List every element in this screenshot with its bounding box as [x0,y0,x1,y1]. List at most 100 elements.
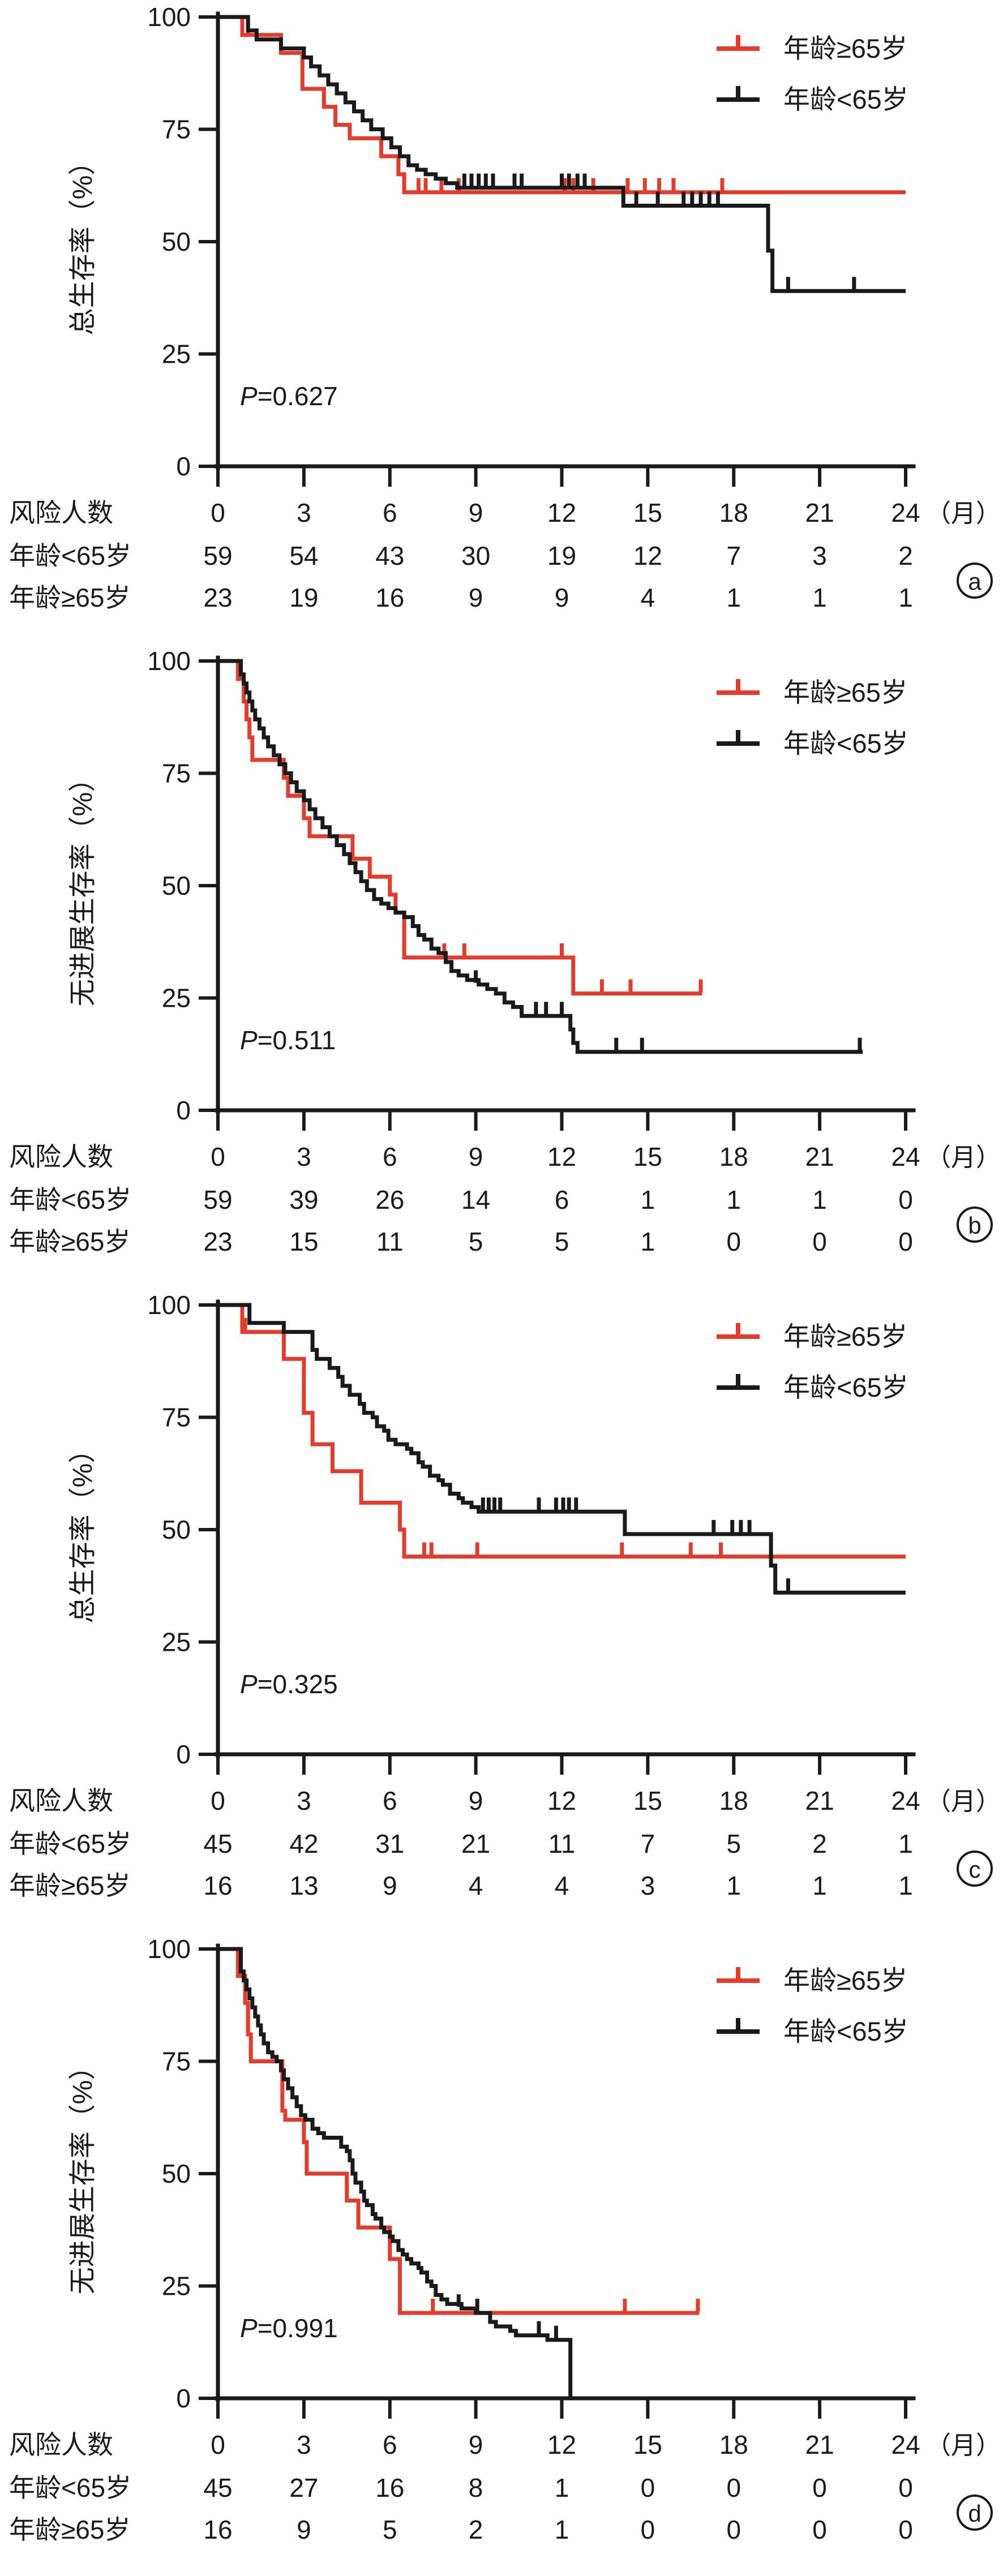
risk-count: 7 [641,1829,655,1858]
x-tick-label: 0 [211,1142,225,1171]
risk-count: 45 [203,1829,232,1858]
risk-count: 5 [727,1829,741,1858]
y-tick-label: 0 [176,1740,191,1769]
risk-count: 5 [555,1227,569,1256]
x-tick-label: 9 [469,2430,483,2459]
x-tick-label: 18 [719,2430,748,2459]
risk-row-label: 年龄≥65岁 [9,583,130,612]
y-tick-label: 100 [147,1934,191,1964]
risk-count: 4 [555,1871,569,1900]
x-tick-label: 6 [383,1142,397,1171]
panel-letter: d [968,2500,981,2527]
risk-count: 0 [812,1227,827,1256]
risk-count: 1 [898,583,913,612]
x-tick-label: 9 [469,1786,483,1815]
risk-count: 1 [641,1185,655,1214]
panel-letter-circle [957,563,993,599]
x-tick-label: 9 [469,498,483,527]
risk-count: 15 [289,1227,318,1256]
y-tick-label: 0 [176,452,191,481]
risk-count: 0 [641,2515,655,2544]
risk-count: 2 [469,2515,483,2544]
y-tick-label: 0 [176,2384,191,2413]
risk-count: 11 [548,1829,576,1858]
risk-count: 2 [898,541,913,570]
x-tick-label: 12 [547,498,576,527]
risk-count: 0 [812,2515,827,2544]
risk-count: 1 [727,1185,741,1214]
panel-letter: a [968,568,981,595]
risk-count: 8 [469,2473,483,2502]
risk-count: 9 [469,583,483,612]
risk-count: 0 [898,1227,913,1256]
km-curve-lt65 [218,15,906,293]
y-tick-label: 100 [147,2,191,32]
y-tick-label: 25 [162,984,191,1013]
panel-letter-circle [957,1851,993,1887]
x-axis-unit-label: （月） [926,2432,1001,2459]
p-value: P=0.511 [240,1025,336,1055]
y-axis-title: 总生存率（%） [68,148,98,336]
risk-count: 42 [289,1829,318,1858]
risk-count: 13 [289,1871,318,1900]
risk-count: 26 [375,1185,404,1214]
x-tick-label: 18 [719,498,748,527]
x-tick-label: 0 [211,498,225,527]
risk-count: 19 [289,583,318,612]
y-tick-label: 75 [162,1403,191,1432]
risk-count: 1 [641,1227,655,1256]
risk-count: 59 [203,1185,232,1214]
risk-count: 11 [376,1227,404,1256]
risk-count: 0 [898,2473,913,2502]
risk-count: 12 [633,541,662,570]
y-tick-label: 0 [176,1096,191,1125]
risk-count: 14 [461,1185,490,1214]
risk-count: 9 [383,1871,397,1900]
risk-count: 3 [641,1871,655,1900]
risk-count: 27 [289,2473,318,2502]
legend-label: 年龄≥65岁 [783,1321,907,1351]
risk-row-label: 年龄<65岁 [9,1829,131,1858]
x-tick-label: 15 [633,1786,662,1815]
x-tick-label: 0 [211,1786,225,1815]
panel-letter-circle [957,1207,993,1243]
risk-count: 59 [203,541,232,570]
y-tick-label: 25 [162,1628,191,1657]
legend-label: 年龄<65岁 [783,728,908,758]
x-tick-label: 0 [211,2430,225,2459]
risk-count: 3 [812,541,827,570]
y-tick-label: 50 [162,871,191,900]
risk-count: 6 [555,1185,569,1214]
x-tick-label: 21 [805,498,834,527]
km-curve-lt65 [218,1303,906,1595]
x-axis-unit-label: （月） [926,500,1001,527]
x-tick-label: 21 [805,1786,834,1815]
risk-count: 1 [555,2473,569,2502]
legend-label: 年龄≥65岁 [783,677,907,707]
risk-count: 16 [203,2515,232,2544]
risk-count: 19 [547,541,576,570]
x-tick-label: 18 [719,1142,748,1171]
risk-count: 1 [898,1829,913,1858]
risk-count: 16 [203,1871,232,1900]
y-tick-label: 50 [162,1515,191,1544]
risk-count: 4 [469,1871,483,1900]
risk-row-label: 年龄<65岁 [9,541,131,570]
risk-count: 1 [812,1871,827,1900]
y-tick-label: 25 [162,2272,191,2301]
y-axis-title: 总生存率（%） [68,1436,98,1624]
y-axis-title: 无进展生存率（%） [68,765,98,1007]
x-tick-label: 24 [891,2430,920,2459]
panel-letter-circle [957,2495,993,2531]
x-axis-unit-label: （月） [926,1144,1001,1171]
risk-count: 0 [727,1227,741,1256]
y-tick-label: 25 [162,340,191,369]
p-value: P=0.627 [240,381,338,411]
risk-row-label: 年龄<65岁 [9,1185,131,1214]
legend-label: 年龄<65岁 [783,2016,908,2046]
risk-count: 1 [812,583,827,612]
p-value: P=0.991 [240,2313,338,2343]
